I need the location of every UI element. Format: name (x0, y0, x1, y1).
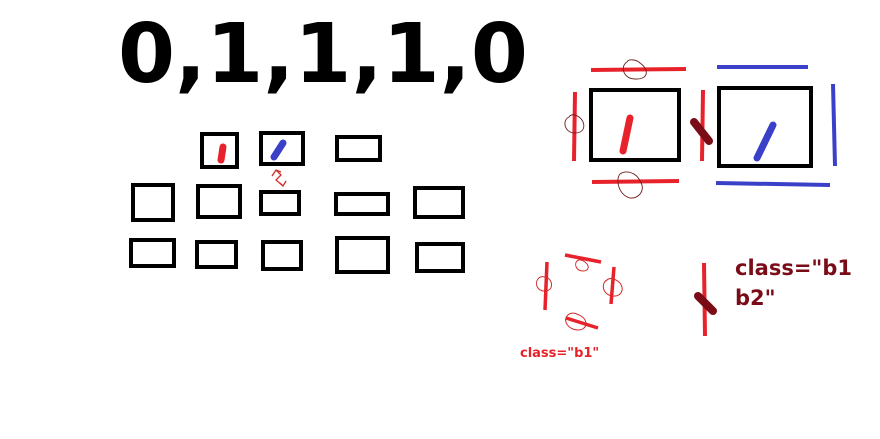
binary-sequence-title: 0,1,1,1,0 (118, 7, 528, 102)
class-b1-b2-label: class="b1 b2" (735, 253, 852, 313)
right-bottom-border (715, 181, 831, 187)
class-b1-b2-line2: b2" (735, 286, 776, 310)
box-left (589, 88, 681, 162)
grid-cell (131, 183, 175, 222)
scribble-circles (564, 59, 647, 199)
two-box-diagram (564, 59, 837, 199)
grid-cell (259, 190, 301, 216)
b1-top-border (564, 253, 602, 264)
grid-cell (129, 238, 176, 268)
grid-cell (196, 184, 242, 219)
class-b1-label: class="b1" (520, 346, 600, 361)
grid-cell (335, 135, 382, 162)
b1-right-border (609, 266, 616, 305)
class-b1-b2-line1: class="b1 (735, 256, 852, 280)
grid-cell (415, 242, 465, 273)
b1-left-border (543, 261, 549, 311)
left-left-border (572, 91, 577, 162)
left-bottom-border (591, 179, 680, 184)
blue-mark (270, 139, 287, 161)
grid-cell (200, 132, 239, 169)
b1-scribble-circles (535, 259, 623, 331)
shared-border-mark (690, 118, 713, 145)
blue-mark (753, 121, 777, 162)
b1-diagram (535, 253, 623, 331)
right-right-border (831, 83, 837, 167)
grid-cell (195, 240, 238, 269)
left-right-border (700, 89, 705, 162)
swap-arrow (271, 169, 287, 188)
b1-bottom-border (565, 316, 599, 330)
grid-cell (413, 186, 465, 219)
grid-cell (259, 131, 305, 166)
grid-cell (334, 192, 390, 216)
box-right (717, 86, 813, 168)
grid-cell (335, 236, 390, 274)
grid-cell (261, 240, 303, 271)
b1-b2-example (694, 262, 717, 337)
cell-grid (129, 131, 465, 274)
left-top-border (590, 67, 687, 72)
shared-border-mark (694, 292, 717, 315)
red-mark (217, 143, 227, 164)
red-mark (619, 114, 634, 155)
